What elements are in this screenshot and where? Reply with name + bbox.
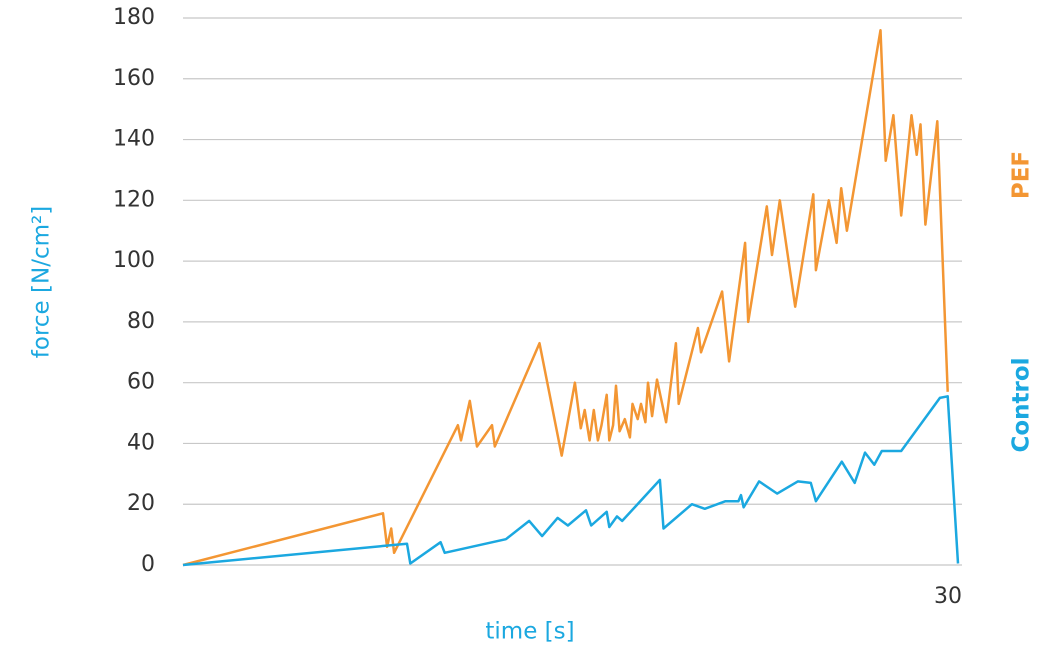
x-axis-label: time [s] <box>485 619 574 645</box>
y-tick-label: 40 <box>127 430 155 455</box>
y-tick-label: 140 <box>113 127 155 152</box>
y-tick-label: 60 <box>127 370 155 395</box>
legend-label: Control <box>1009 357 1035 452</box>
y-tick-label: 120 <box>113 187 155 212</box>
y-tick-label: 0 <box>141 552 155 577</box>
y-tick-label: 100 <box>113 248 155 273</box>
y-tick-label: 80 <box>127 309 155 334</box>
y-tick-label: 20 <box>127 491 155 516</box>
legend-label: PEF <box>1009 151 1035 199</box>
y-tick-label: 160 <box>113 66 155 91</box>
x-tick-label: 30 <box>934 584 962 609</box>
series-line <box>182 395 960 567</box>
series-line <box>182 28 949 567</box>
y-tick-label: 180 <box>113 5 155 30</box>
y-axis-label: force [N/cm²] <box>29 206 55 358</box>
